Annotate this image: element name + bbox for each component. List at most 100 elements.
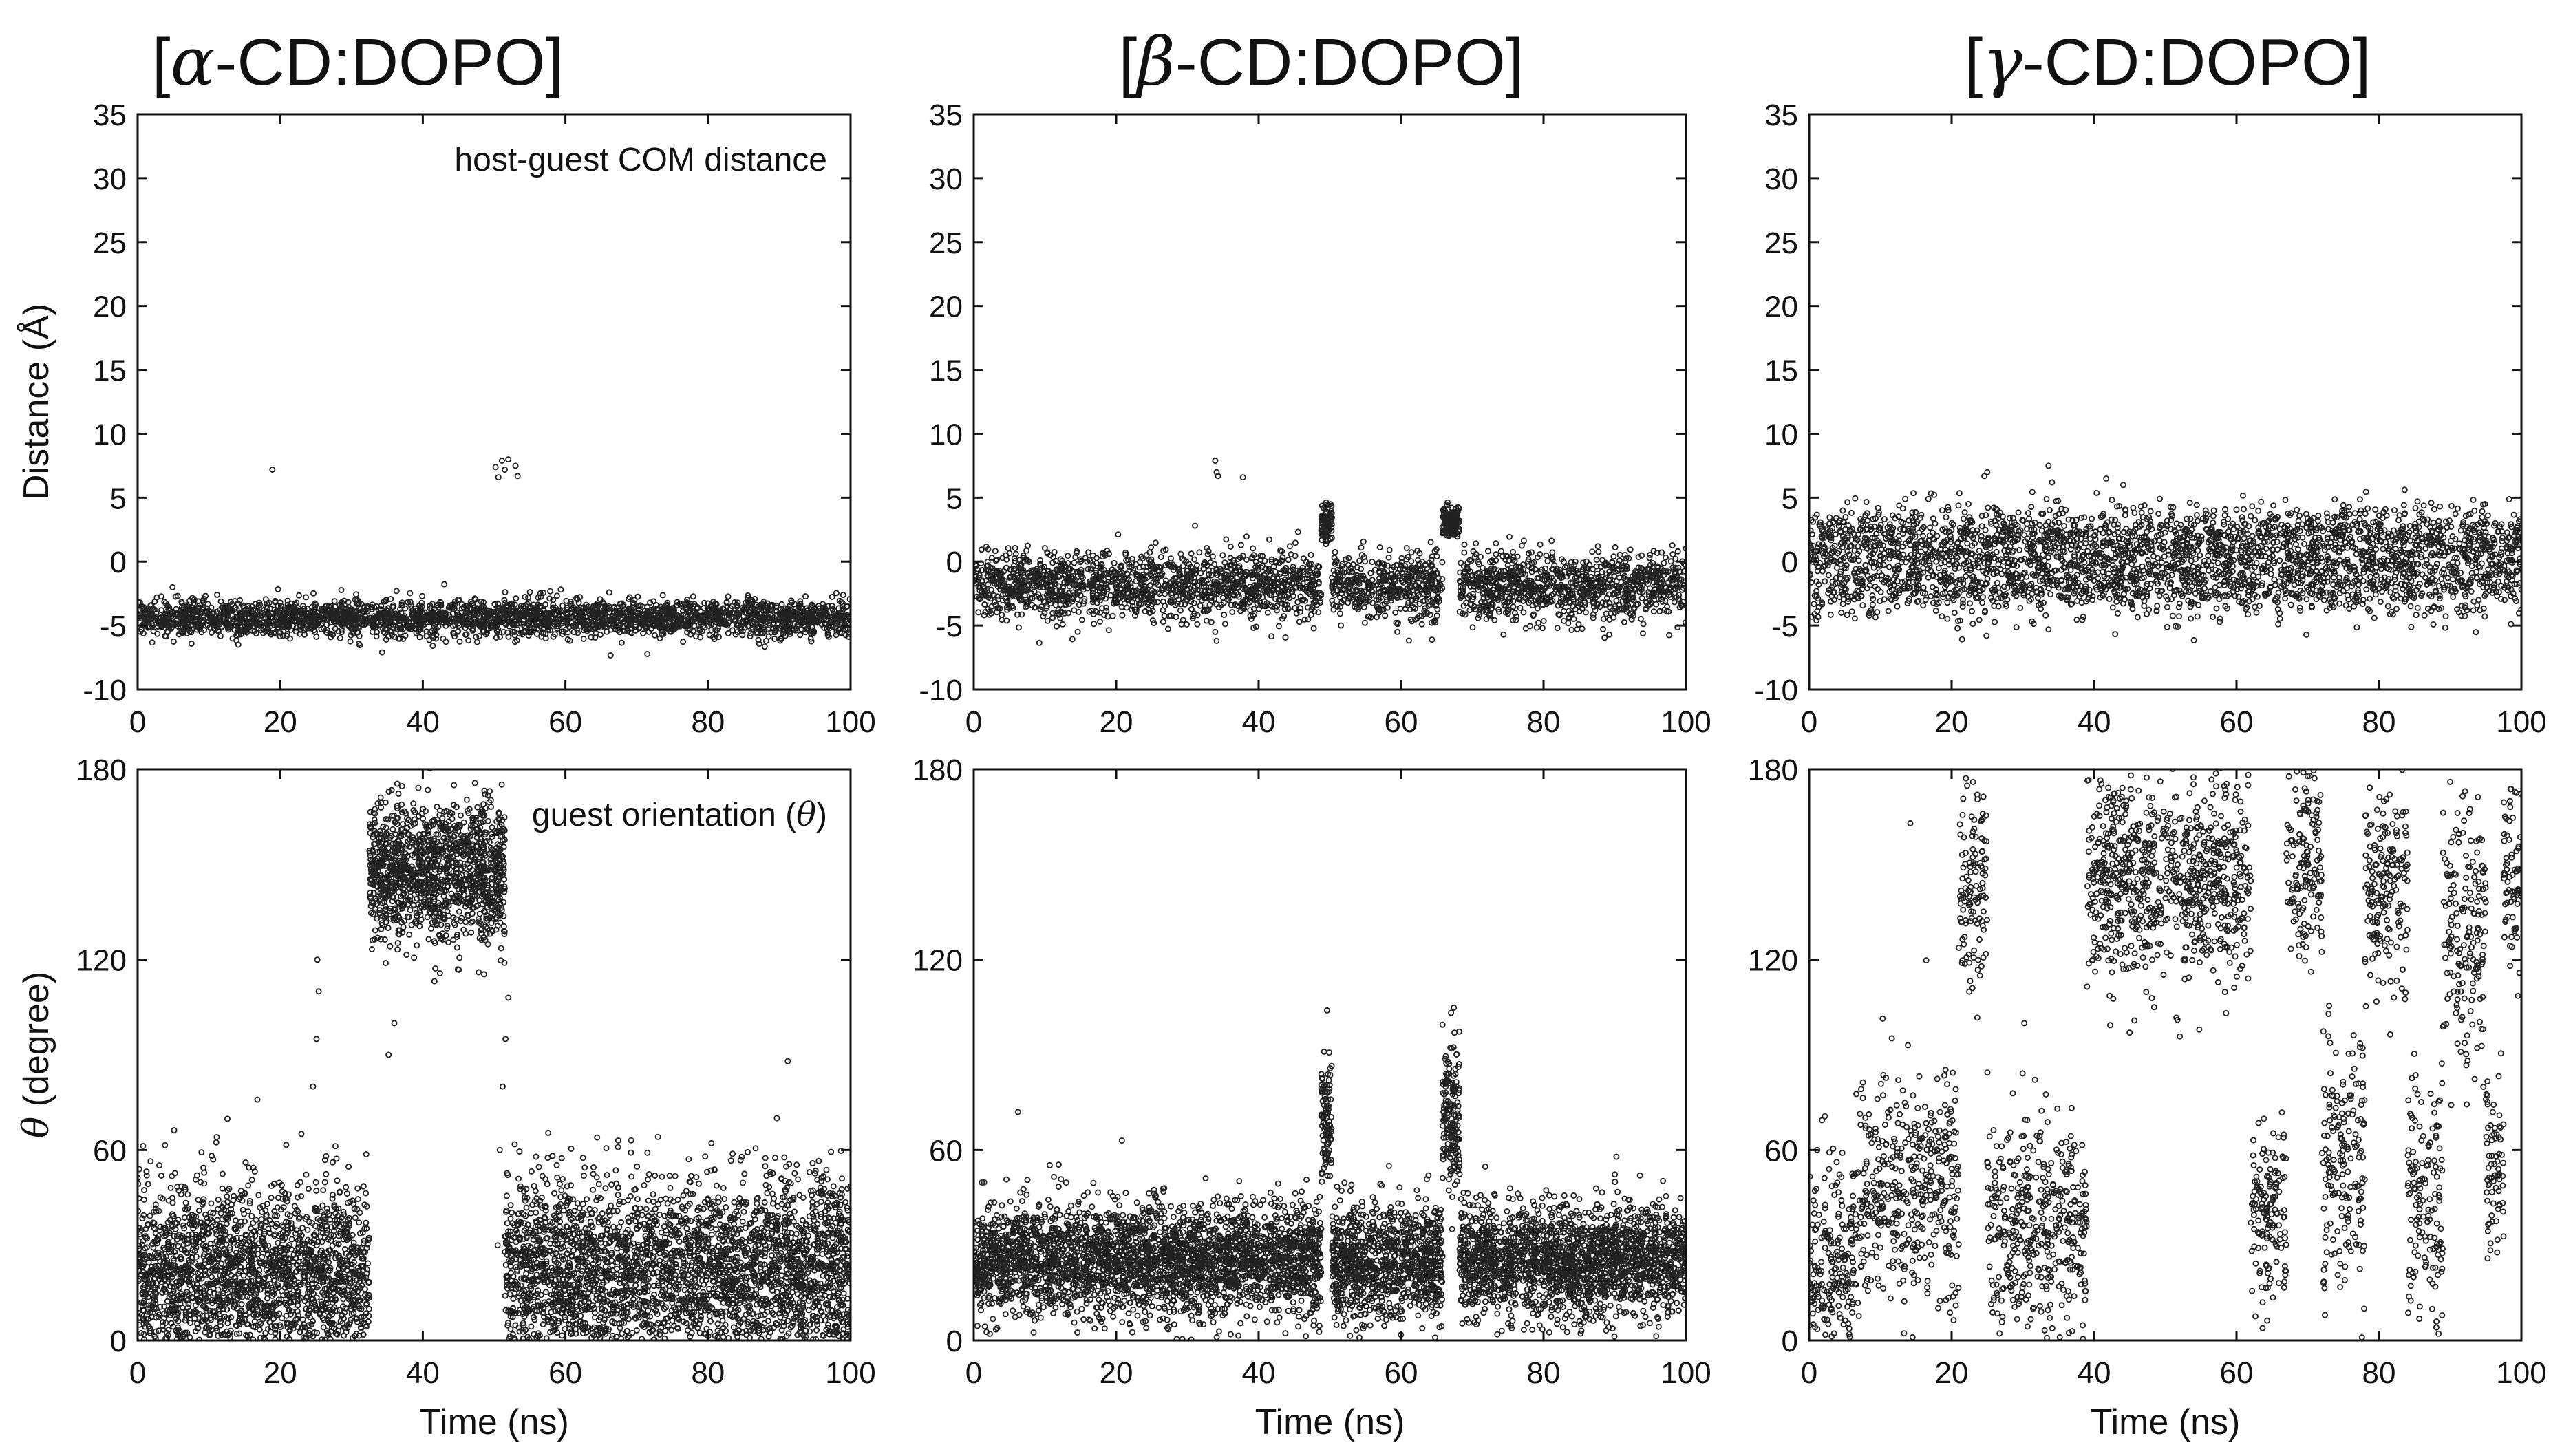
data-point [464,603,471,610]
data-point [681,623,688,630]
data-point [1003,617,1010,624]
data-point-outlier [269,467,276,473]
data-point [1380,561,1387,568]
data-point [542,601,548,608]
data-point [1405,637,1412,644]
data-point [1168,597,1175,603]
data-point [348,619,354,626]
data-point [1016,585,1023,592]
data-point [1188,606,1195,612]
data-point [1069,636,1076,643]
data-point [1066,573,1073,580]
data-point [186,611,193,618]
data-point [1170,577,1177,584]
data-point [1360,538,1367,545]
data-point [772,625,779,632]
data-point [1427,601,1433,608]
data-point [1162,603,1168,610]
data-point [1031,576,1038,583]
data-point [1403,545,1410,552]
data-point [1015,624,1022,631]
data-point [1439,559,1446,566]
y-tick-label: 15 [93,354,127,388]
data-point [416,608,423,615]
data-point [162,620,169,627]
data-point [398,599,405,606]
data-point [615,609,622,616]
data-point [615,627,621,634]
data-point [1154,589,1161,596]
data-point [1023,557,1030,564]
data-point [1047,600,1054,607]
data-point [1005,601,1012,608]
data-point [1168,555,1175,562]
data-point [606,589,612,596]
data-point [1175,566,1182,572]
data-point [501,619,508,626]
data-point [1228,584,1235,591]
data-point [1166,613,1173,620]
data-point [754,612,760,619]
data-point [1102,595,1109,602]
data-point [1230,581,1237,588]
data-point [771,635,778,642]
data-point [1247,590,1254,597]
data-point [1040,598,1047,605]
data-point [643,612,650,619]
data-point [1262,603,1269,610]
data-point [1359,575,1366,582]
data-point [697,634,704,641]
data-point [974,580,979,586]
data-point [1105,627,1112,634]
data-point [824,630,831,637]
data-point [826,633,833,640]
data-point [408,605,415,612]
data-point [1382,612,1389,619]
data-point-outlier [505,456,512,463]
data-point [1226,562,1233,569]
data-point [584,606,590,612]
data-point [331,598,338,605]
data-point [1179,587,1186,594]
data-point [792,625,799,632]
data-point [250,623,257,630]
data-point [979,584,986,590]
data-point [1414,547,1421,554]
data-point [328,603,334,610]
x-tick-label: 60 [548,705,582,739]
data-point [551,631,558,638]
data-point [1132,612,1139,619]
data-point [576,608,583,614]
data-point [1133,609,1140,616]
data-point [429,632,436,639]
data-point [807,635,814,642]
data-point [1378,607,1385,614]
data-point [412,624,418,631]
y-tick-label: -5 [100,610,127,643]
data-point [1193,561,1200,568]
data-point [289,623,296,630]
data-point [829,594,835,601]
data-point [184,603,191,610]
data-point [1100,550,1107,557]
data-point [522,605,529,612]
scatter-points [974,458,1686,646]
data-point [349,625,356,632]
data-point [1089,590,1096,597]
data-point [722,619,729,625]
data-point [776,615,782,622]
data-point [751,595,758,602]
data-point [1149,617,1156,624]
data-point [1402,566,1409,573]
data-point [1416,572,1422,579]
data-point [838,599,845,606]
data-point [984,572,991,579]
data-point [840,592,846,599]
data-point [312,600,319,607]
data-point [1323,510,1330,517]
data-point [1392,609,1399,616]
data-point [463,631,470,638]
data-point [1409,578,1416,585]
data-point [596,615,603,622]
